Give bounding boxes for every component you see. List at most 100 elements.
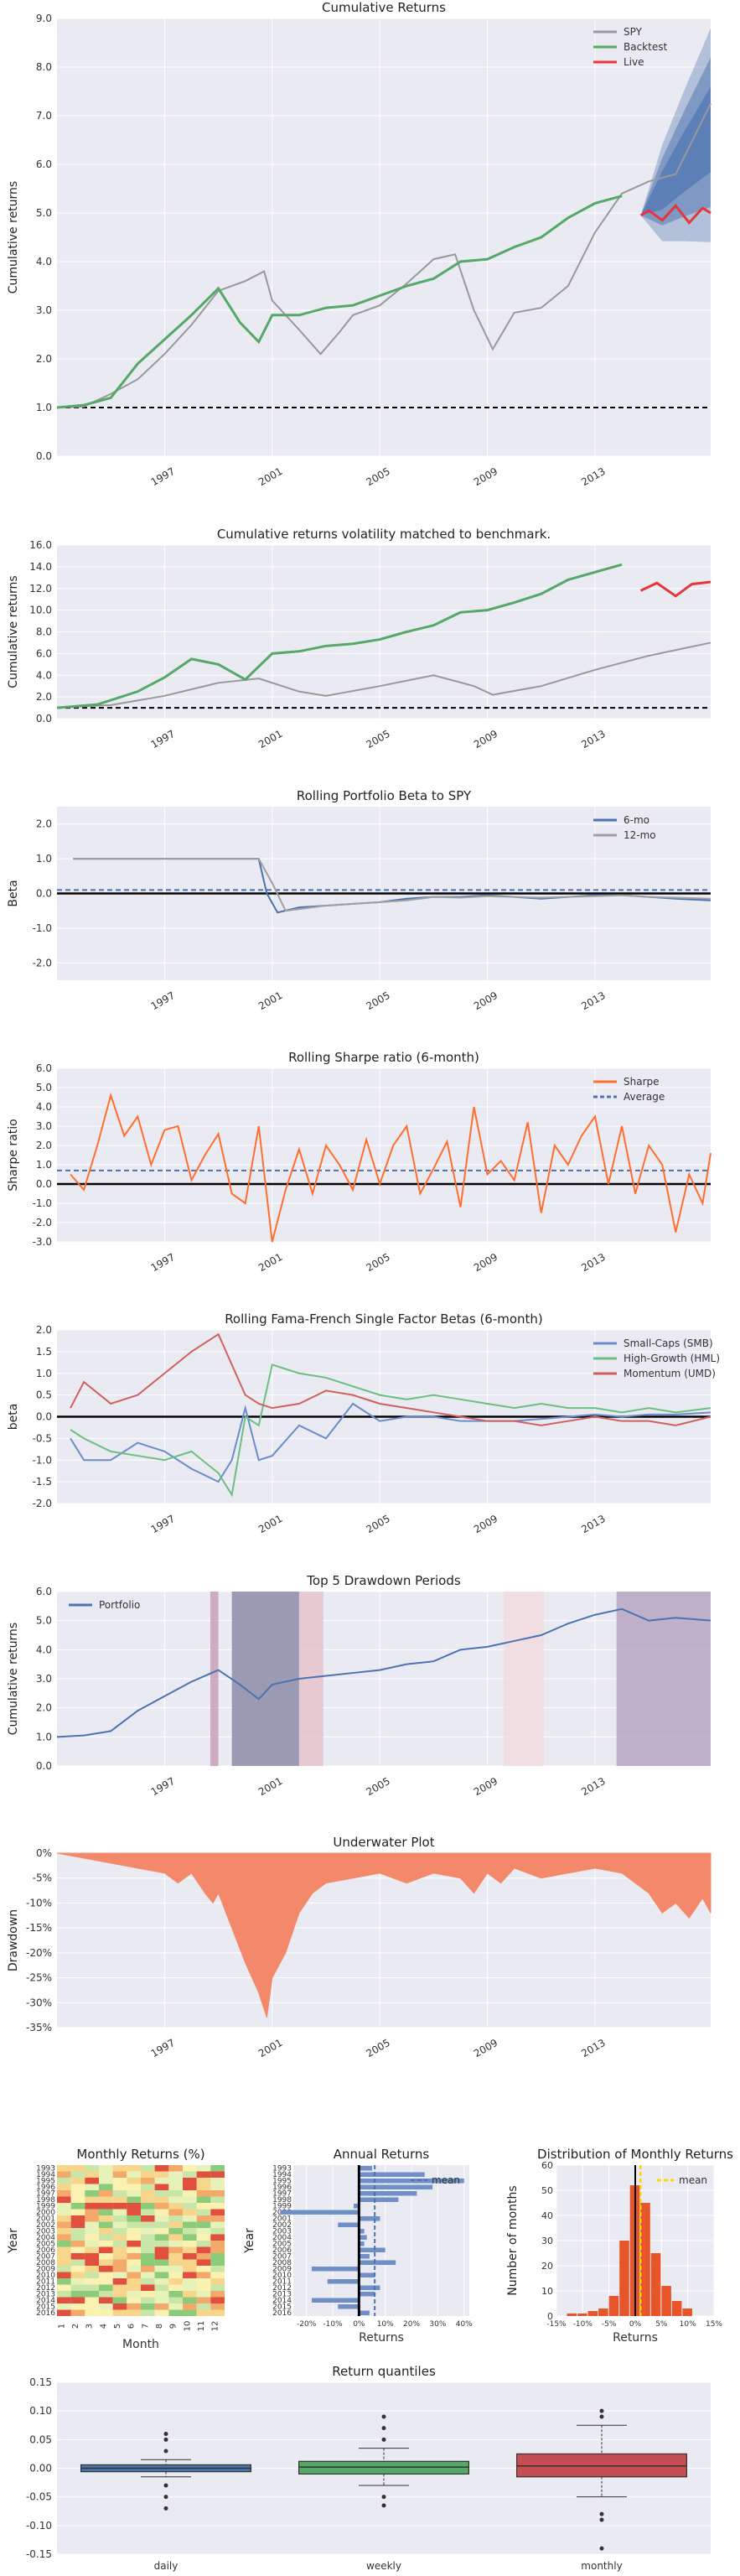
forecast-cone <box>640 86 711 216</box>
heatmap-cell <box>210 2278 225 2285</box>
heatmap-month-label: 4 <box>99 2324 108 2329</box>
heatmap-cell <box>141 2253 155 2260</box>
heatmap-cell <box>141 2303 155 2310</box>
annual-bar <box>359 2216 380 2221</box>
heatmap-cell <box>210 2266 225 2272</box>
y-tick-label: 0.0 <box>36 1178 52 1190</box>
series-line <box>639 203 712 225</box>
heatmap-cell <box>183 2278 197 2285</box>
y-tick-label: -1.0 <box>33 922 52 934</box>
histogram-bar <box>661 2286 671 2316</box>
y-tick-label: -1.0 <box>33 1454 52 1466</box>
y-tick-label: 1.0 <box>36 1368 52 1379</box>
heatmap-cell <box>112 2234 127 2241</box>
heatmap-cell <box>127 2209 141 2215</box>
y-tick-label: 0.0 <box>36 450 52 462</box>
heatmap-cell <box>183 2266 197 2272</box>
annual-year-label: 2001 <box>272 2215 292 2224</box>
legend-label: 12-mo <box>624 829 656 841</box>
heatmap-cell <box>85 2259 99 2266</box>
fama_french: Rolling Fama-French Single Factor Betas … <box>7 1311 720 1535</box>
heatmap-cell <box>99 2165 113 2172</box>
heatmap-cell <box>168 2284 183 2291</box>
heatmap-cell <box>154 2272 169 2278</box>
x-tick-label: 30% <box>429 2320 446 2329</box>
heatmap-cell <box>70 2297 85 2303</box>
y-tick-label: 9.0 <box>36 13 52 24</box>
heatmap-cell <box>57 2178 71 2184</box>
histogram-bar <box>598 2309 608 2316</box>
heatmap-cell <box>57 2284 71 2291</box>
heatmap-cell <box>70 2246 85 2253</box>
y-tick-label: 0.15 <box>29 2376 52 2388</box>
x-tick-label: 2001 <box>256 1251 284 1274</box>
heatmap-cell <box>57 2221 71 2228</box>
heatmap-cell <box>183 2209 197 2215</box>
x-tick-label: 1997 <box>149 989 177 1012</box>
heatmap-year-label: 2006 <box>36 2246 55 2255</box>
heatmap-cell <box>127 2190 141 2197</box>
annual-year-label: 1995 <box>272 2178 292 2186</box>
heatmap-cell <box>70 2228 85 2235</box>
heatmap-cell <box>183 2203 197 2210</box>
heatmap-cell <box>168 2259 183 2266</box>
heatmap-cell <box>154 2209 169 2215</box>
histogram-bar <box>640 2203 650 2316</box>
y-tick-label: -10% <box>26 1897 52 1909</box>
monthly-returns-heatmap: Monthly Returns (%)Year19931994199519961… <box>7 2147 225 2351</box>
annual-year-label: 2003 <box>272 2228 292 2236</box>
heatmap-cell <box>85 2209 99 2215</box>
x-tick-label: 2013 <box>579 465 607 488</box>
heatmap-cell <box>70 2284 85 2291</box>
x-tick-label: 2013 <box>579 728 607 750</box>
heatmap-cell <box>196 2266 211 2272</box>
heatmap-cell <box>99 2184 113 2190</box>
heatmap-cell <box>210 2228 225 2235</box>
y-tick-label: 0.10 <box>29 2405 52 2417</box>
heatmap-cell <box>210 2165 225 2172</box>
y-tick-label: 0.0 <box>36 1411 52 1423</box>
x-tick-label: 2009 <box>472 989 499 1012</box>
heatmap-cell <box>127 2297 141 2303</box>
heatmap-cell <box>112 2253 127 2260</box>
heatmap-cell <box>99 2266 113 2272</box>
heatmap-cell <box>210 2196 225 2203</box>
heatmap-cell <box>154 2165 169 2172</box>
heatmap-month-label: 1 <box>57 2324 66 2329</box>
drawdown-period-shade <box>210 1592 219 1766</box>
annual-returns-title: Annual Returns <box>334 2147 430 2162</box>
x-tick-label: 1997 <box>149 728 177 750</box>
heatmap-cell <box>168 2171 183 2178</box>
heatmap-cell <box>141 2215 155 2222</box>
heatmap-cell <box>70 2203 85 2210</box>
heatmap-cell <box>196 2228 211 2235</box>
annual-bar <box>354 2204 360 2209</box>
annual-year-label: 2016 <box>272 2309 292 2318</box>
heatmap-cell <box>99 2297 113 2303</box>
y-tick-label: 8.0 <box>36 626 52 638</box>
outlier-point <box>599 2414 604 2419</box>
heatmap-month-label: 11 <box>197 2321 206 2332</box>
heatmap-cell <box>99 2272 113 2278</box>
vol_matched-title: Cumulative returns volatility matched to… <box>217 527 551 542</box>
heatmap-cell <box>154 2190 169 2197</box>
annual-bar <box>359 2172 425 2177</box>
heatmap-month-label: 12 <box>211 2321 220 2332</box>
monthly-returns-heatmap-title: Monthly Returns (%) <box>76 2147 204 2162</box>
heatmap-cell <box>112 2171 127 2178</box>
heatmap-cell <box>112 2215 127 2222</box>
y-tick-label: 1.0 <box>36 853 52 865</box>
heatmap-cell <box>141 2272 155 2278</box>
series-line <box>56 195 623 409</box>
histogram-bar <box>608 2296 619 2316</box>
y-tick-label: -0.05 <box>26 2491 52 2503</box>
outlier-point <box>163 2432 168 2436</box>
heatmap-cell <box>210 2253 225 2260</box>
annual-year-label: 2015 <box>272 2303 292 2312</box>
annual-year-label: 2007 <box>272 2253 292 2262</box>
heatmap-cell <box>70 2221 85 2228</box>
y-tick-label: 6.0 <box>36 647 52 659</box>
annual-returns-ylabel: Year <box>243 2228 256 2254</box>
rolling_sharpe-ylabel: Sharpe ratio <box>7 1119 20 1191</box>
